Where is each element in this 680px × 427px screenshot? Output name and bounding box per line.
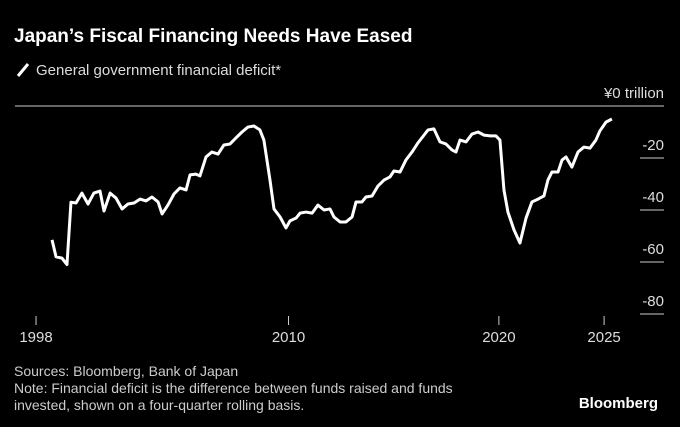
x-tick-label: 1998 xyxy=(19,329,52,346)
chart-title: Japan’s Fiscal Financing Needs Have Ease… xyxy=(14,26,412,47)
y-tick-label: -80 xyxy=(642,293,664,310)
legend-swatch xyxy=(16,63,30,77)
source: Sources: Bloomberg, Bank of Japan xyxy=(14,363,238,379)
y-tick-label: -60 xyxy=(642,241,664,258)
x-tick-label: 2025 xyxy=(587,329,620,346)
brand: Bloomberg xyxy=(579,395,658,412)
y-tick-label: -40 xyxy=(642,189,664,206)
y-tick-label: -20 xyxy=(642,137,664,154)
x-tick-label: 2010 xyxy=(272,329,305,346)
legend-label: General government financial deficit* xyxy=(36,62,281,79)
note-line: Note: Financial deficit is the differenc… xyxy=(14,380,453,396)
x-tick-label: 2020 xyxy=(482,329,515,346)
y-tick-label: ¥0 trillion xyxy=(603,85,664,102)
data-line xyxy=(50,117,613,267)
note-line: invested, shown on a four-quarter rollin… xyxy=(14,397,304,413)
